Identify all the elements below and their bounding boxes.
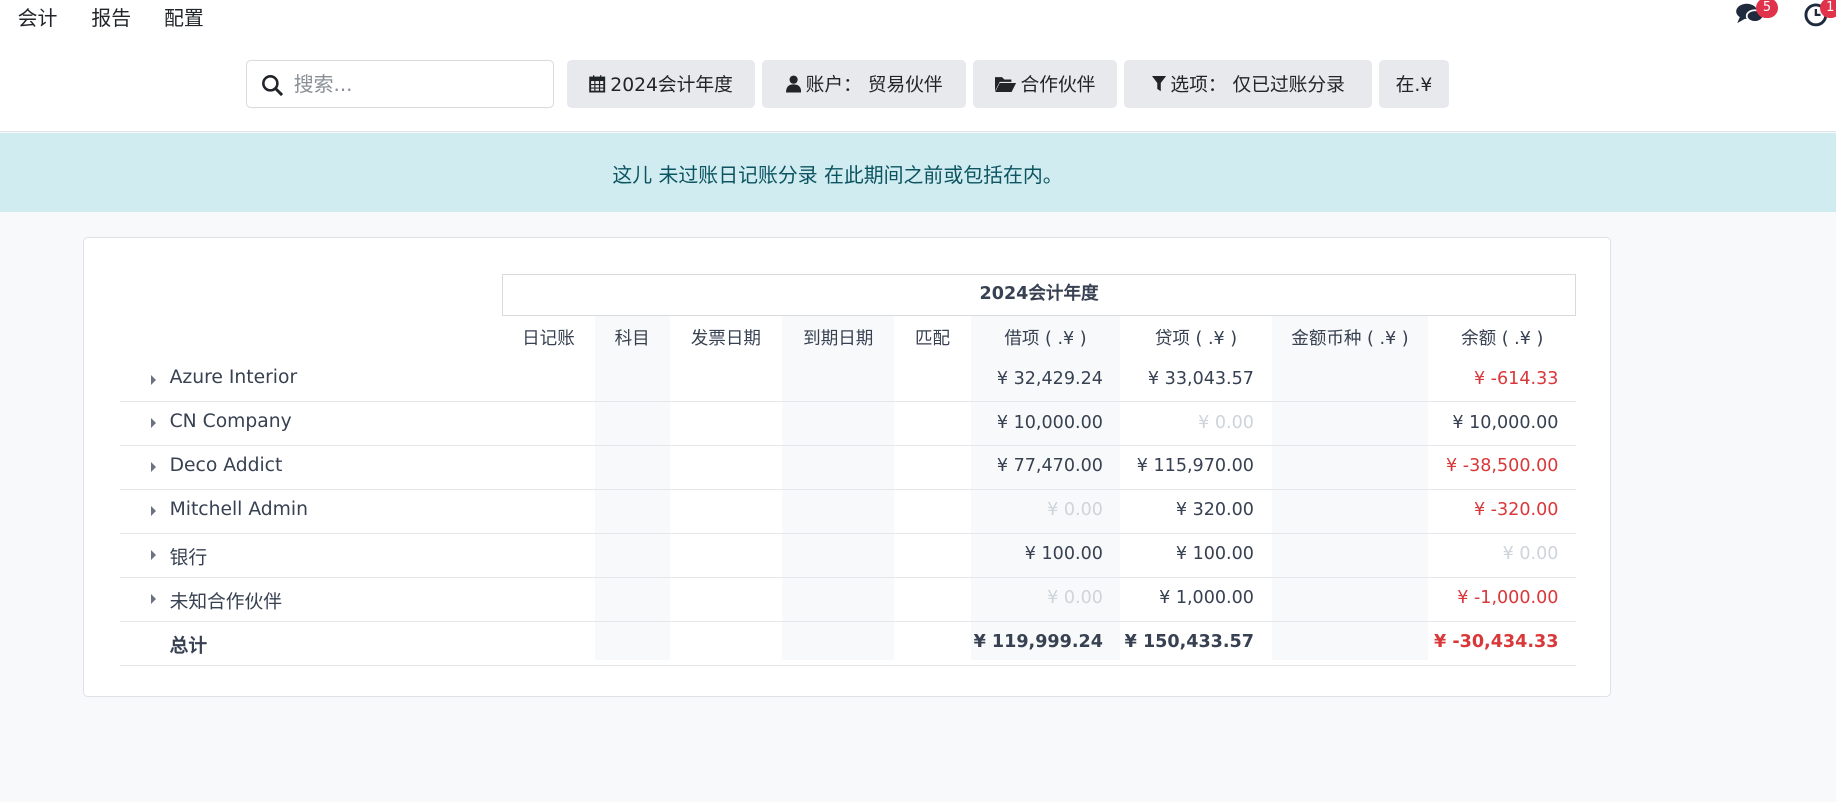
report-card: 2024会计年度 日记账 科目 发票日期 到期日期 匹配 借项 ( .¥ ) 贷项 ( .¥… [83, 236, 1612, 697]
partner-name[interactable]: Azure Interior [169, 367, 298, 389]
partner-row[interactable]: 未知合作伙伴 ¥ 0.00 ¥ 1,000.00 ¥ -1,000.00 [120, 578, 1576, 622]
amount-cell: ¥ 0.00 [1502, 544, 1559, 565]
amount-cell: ¥ 32,429.24 [996, 368, 1103, 389]
filter-partner-label: 合作伙伴 [1020, 75, 1096, 97]
partner-name[interactable]: Mitchell Admin [169, 499, 308, 521]
total-label: 总计 [169, 635, 208, 657]
unposted-entries-alert: 这儿 未过账日记账分录 在此期间之前或包括在内。 [0, 133, 1836, 212]
filter-account-button[interactable]: 账户： 贸易伙伴 [762, 59, 967, 108]
search-box [245, 59, 554, 108]
partner-row[interactable]: Deco Addict ¥ 77,470.00 ¥ 115,970.00 ¥ -38,… [120, 446, 1576, 490]
column-header: 匹配 [914, 329, 951, 350]
amount-cell: ¥ -1,000.00 [1457, 588, 1559, 609]
amount-cell: ¥ -30,434.33 [1434, 632, 1559, 653]
column-shade [970, 315, 1121, 661]
amount-cell: ¥ 0.00 [1047, 500, 1103, 521]
period-header: 2024会计年度 [502, 273, 1576, 316]
activity-button[interactable]: 1 [1803, 0, 1836, 33]
messages-badge: 5 [1756, 0, 1778, 18]
folder-open-icon [994, 76, 1016, 92]
column-header: 发票日期 [690, 329, 761, 350]
amount-cell: ¥ 119,999.24 [973, 632, 1103, 653]
filter-account-label: 账户： 贸易伙伴 [805, 75, 943, 97]
amount-cell: ¥ 0.00 [1198, 412, 1254, 433]
partner-name[interactable]: CN Company [169, 411, 292, 433]
amount-cell: ¥ 1,000.00 [1159, 588, 1254, 609]
nav-accounting[interactable]: 会计 [17, 7, 58, 31]
filter-options-button[interactable]: 选项： 仅已过账分录 [1124, 59, 1373, 108]
column-header: 余额 ( .¥ ) [1461, 329, 1544, 350]
messages-button[interactable]: 5 [1735, 0, 1778, 33]
amount-cell: ¥ -38,500.00 [1446, 456, 1559, 477]
caret-right-icon[interactable] [150, 462, 157, 473]
amount-cell: ¥ 100.00 [1175, 544, 1254, 565]
amount-cell: ¥ 0.00 [1047, 588, 1103, 609]
column-shade [594, 315, 670, 661]
column-header: 借项 ( .¥ ) [1004, 329, 1087, 350]
caret-right-icon[interactable] [150, 506, 157, 517]
nav-configuration[interactable]: 配置 [163, 7, 204, 31]
partner-row[interactable]: Mitchell Admin ¥ 0.00 ¥ 320.00 ¥ -320.00 [120, 490, 1576, 534]
filter-options-label: 选项： 仅已过账分录 [1170, 75, 1345, 97]
caret-right-icon[interactable] [150, 550, 157, 561]
filter-currency-button[interactable]: 在.¥ [1379, 59, 1449, 108]
amount-cell: ¥ -320.00 [1473, 500, 1559, 521]
user-icon [785, 75, 801, 93]
amount-cell: ¥ 10,000.00 [1452, 412, 1559, 433]
column-shade [782, 315, 895, 661]
caret-right-icon[interactable] [150, 418, 157, 429]
calendar-icon [589, 75, 606, 93]
alert-text: 这儿 未过账日记账分录 在此期间之前或包括在内。 [612, 164, 1063, 188]
partner-name[interactable]: 未知合作伙伴 [169, 592, 282, 614]
nav-reports[interactable]: 报告 [91, 7, 132, 31]
caret-right-icon[interactable] [150, 374, 157, 385]
column-header: 到期日期 [803, 329, 874, 350]
filter-period-label: 2024会计年度 [610, 75, 733, 97]
amount-cell: ¥ 33,043.57 [1147, 368, 1254, 389]
caret-right-icon[interactable] [150, 594, 157, 605]
amount-cell: ¥ 10,000.00 [996, 412, 1103, 433]
partner-row[interactable]: CN Company ¥ 10,000.00 ¥ 0.00 ¥ 10,000.00 [120, 402, 1576, 446]
amount-cell: ¥ 77,470.00 [996, 456, 1103, 477]
top-bar: 会计 报告 配置 5 1 2024会计年度 账户： 贸易伙伴 合作伙伴 选项： … [0, 0, 1836, 133]
filter-currency-label: 在.¥ [1395, 75, 1433, 97]
amount-cell: ¥ 150,433.57 [1124, 632, 1254, 653]
search-input[interactable] [293, 70, 540, 99]
search-icon [262, 74, 284, 96]
filter-icon [1151, 75, 1166, 91]
column-header: 贷项 ( .¥ ) [1154, 329, 1238, 350]
amount-cell: ¥ -614.33 [1473, 368, 1559, 389]
column-shade [1271, 315, 1429, 661]
column-header: 金额币种 ( .¥ ) [1291, 329, 1409, 350]
column-header: 科目 [614, 329, 650, 350]
amount-cell: ¥ 320.00 [1175, 500, 1254, 521]
column-header: 日记账 [522, 329, 575, 350]
partner-name[interactable]: 银行 [169, 548, 208, 570]
partner-row[interactable]: 银行 ¥ 100.00 ¥ 100.00 ¥ 0.00 [120, 534, 1576, 578]
amount-cell: ¥ 115,970.00 [1136, 456, 1254, 477]
amount-cell: ¥ 100.00 [1024, 544, 1103, 565]
activity-badge: 1 [1819, 0, 1836, 18]
partner-name[interactable]: Deco Addict [169, 455, 283, 477]
total-row: 总计 ¥ 119,999.24 ¥ 150,433.57 ¥ -30,434.33 [120, 622, 1576, 666]
filter-period-button[interactable]: 2024会计年度 [566, 59, 756, 108]
partner-row[interactable]: Azure Interior ¥ 32,429.24 ¥ 33,043.57 ¥ -6… [120, 358, 1576, 403]
filter-partner-button[interactable]: 合作伙伴 [973, 59, 1118, 108]
